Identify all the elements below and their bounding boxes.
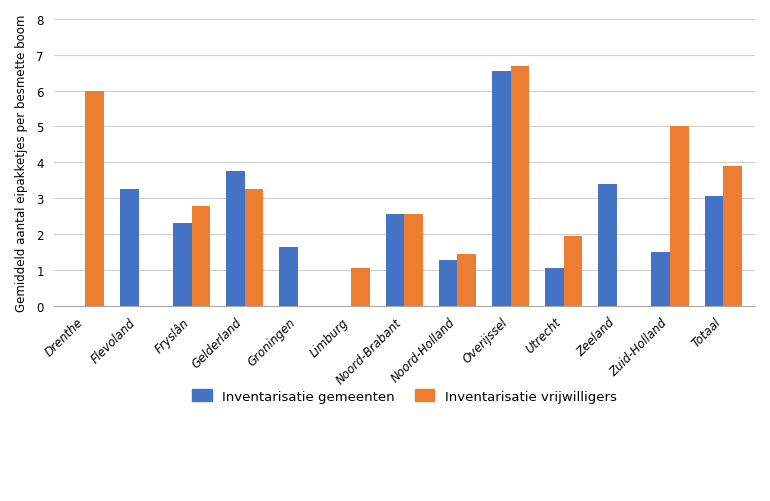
Bar (85, 92, 104, 306)
Bar (120, 190, 139, 306)
Bar (598, 184, 617, 306)
Bar (670, 127, 688, 306)
Bar (705, 197, 723, 306)
Bar (280, 247, 298, 306)
Bar (226, 172, 245, 306)
Bar (511, 67, 529, 306)
Bar (404, 215, 423, 306)
Bar (192, 206, 210, 306)
Bar (457, 254, 476, 306)
Bar (723, 166, 742, 306)
Bar (386, 215, 404, 306)
Bar (439, 261, 457, 306)
Bar (173, 224, 192, 306)
Bar (351, 269, 370, 306)
Bar (564, 236, 582, 306)
Y-axis label: Gemiddeld aantal eipakketjes per besmette boom: Gemiddeld aantal eipakketjes per besmett… (15, 15, 28, 311)
Bar (545, 269, 564, 306)
Bar (245, 190, 263, 306)
Bar (492, 72, 511, 306)
Bar (651, 253, 670, 306)
Legend: Inventarisatie gemeenten, Inventarisatie vrijwilligers: Inventarisatie gemeenten, Inventarisatie… (186, 384, 622, 408)
